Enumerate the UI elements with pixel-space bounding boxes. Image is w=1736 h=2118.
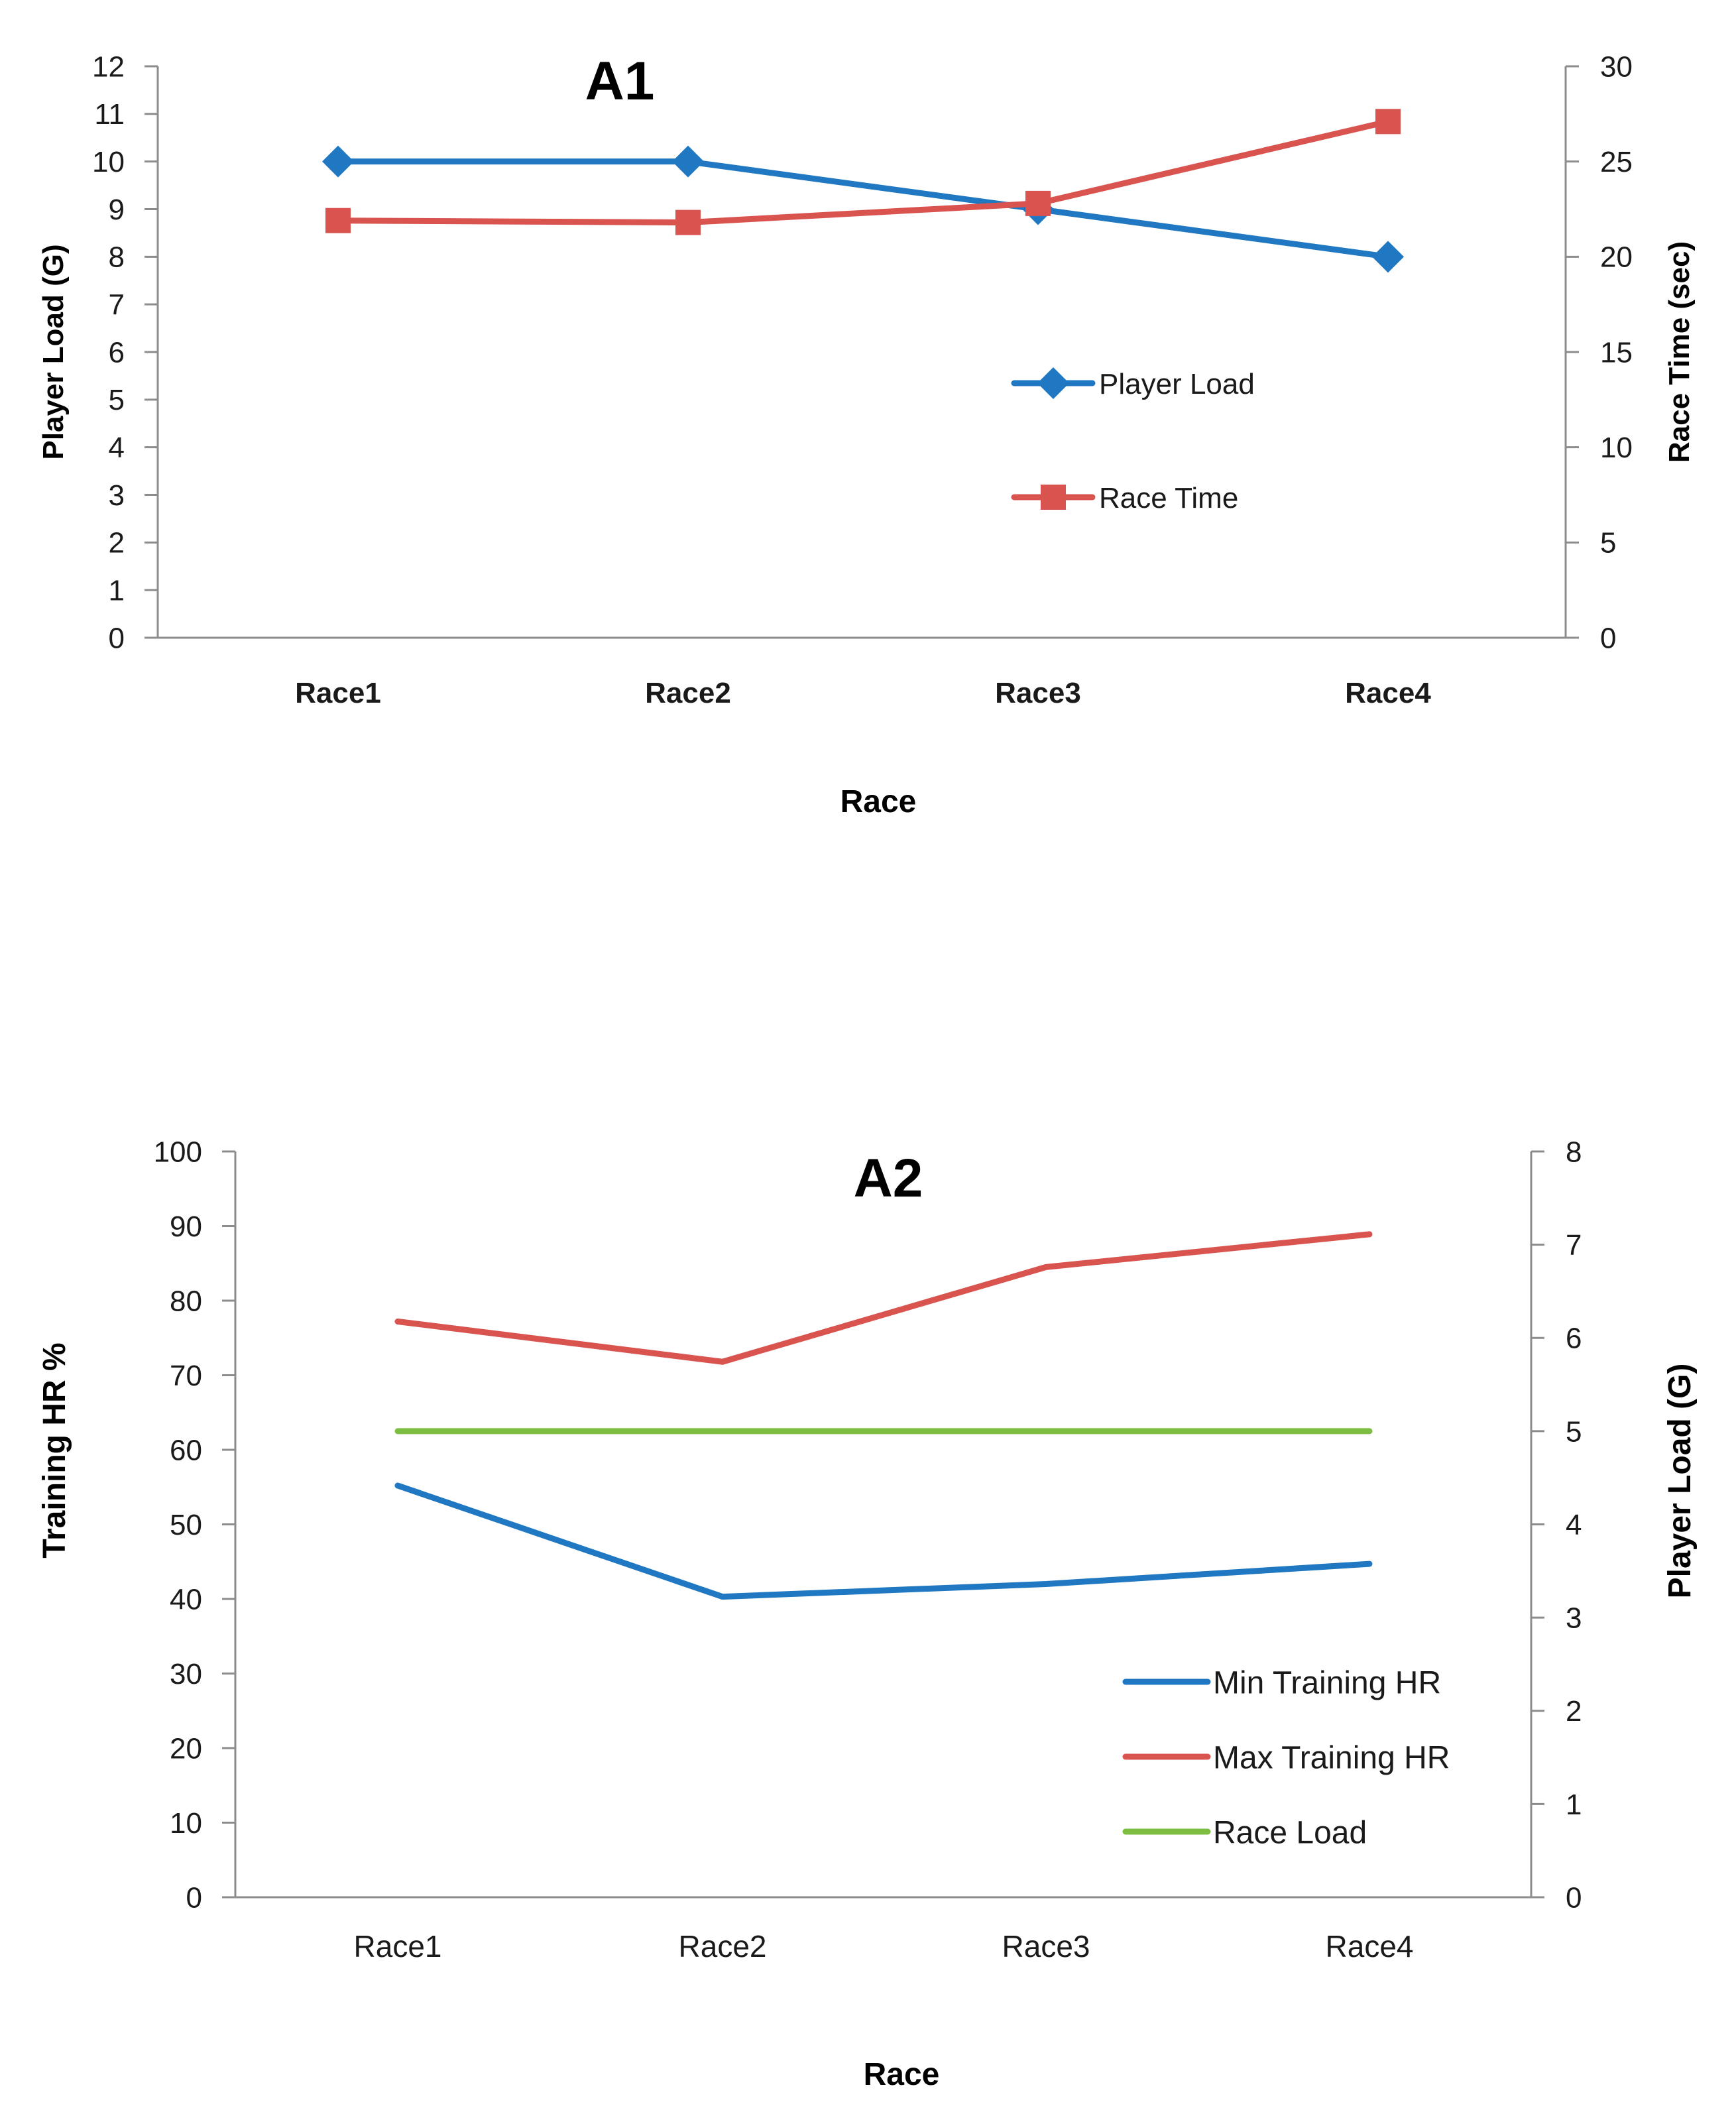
y-tick-label-left: 100	[154, 1136, 202, 1168]
data-point-race-time-race4	[1375, 109, 1401, 135]
x-tick-label-race1: Race1	[354, 1929, 442, 1964]
data-point-player-load-race1	[322, 145, 354, 178]
y-axis-title-right: Race Time (sec)	[1663, 241, 1696, 463]
y-tick-label-left: 20	[170, 1732, 202, 1765]
data-point-player-load-race4	[1372, 241, 1404, 273]
data-point-race-time-race1	[325, 207, 351, 233]
x-axis-title: Race	[864, 2057, 940, 2092]
y-tick-label-left: 4	[109, 432, 125, 464]
data-point-player-load-race2	[672, 145, 704, 178]
y-tick-label-left: 8	[109, 241, 125, 274]
y-tick-label-left: 3	[109, 479, 125, 512]
series-line-min-training-hr	[394, 1482, 1373, 1600]
x-tick-label-race3: Race3	[1002, 1929, 1090, 1964]
x-tick-label-race4: Race4	[1326, 1929, 1414, 1964]
y-tick-label-left: 6	[109, 336, 125, 369]
y-tick-label-right: 5	[1566, 1415, 1582, 1448]
series-line-player-load	[335, 158, 1391, 260]
y-tick-label-right: 10	[1600, 432, 1633, 464]
y-tick-label-left: 10	[170, 1807, 202, 1840]
y-tick-label-left: 0	[109, 622, 125, 654]
data-point-race-time-race2	[675, 209, 701, 235]
y-tick-label-left: 7	[109, 289, 125, 322]
y-tick-label-left: 0	[186, 1881, 202, 1914]
y-tick-label-left: 50	[170, 1509, 202, 1541]
y-tick-label-right: 20	[1600, 241, 1633, 274]
y-tick-label-left: 40	[170, 1583, 202, 1616]
chart-title: A1	[585, 51, 655, 111]
legend-label-player-load: Player Load	[1099, 368, 1255, 400]
y-tick-label-left: 1	[109, 575, 125, 607]
y-tick-label-right: 4	[1566, 1509, 1582, 1541]
y-tick-label-right: 2	[1566, 1695, 1582, 1728]
y-tick-label-right: 15	[1600, 336, 1633, 369]
y-tick-label-right: 3	[1566, 1602, 1582, 1635]
y-tick-label-right: 6	[1566, 1323, 1582, 1355]
x-tick-label-race1: Race1	[295, 677, 381, 709]
chart-a2: 0 10 20 30 40 50 60 70 80 90 100 0 1 2 3 4 5 6 7 8 Race1 Race…	[37, 1136, 1698, 2092]
y-tick-label-left: 60	[170, 1434, 202, 1466]
y-tick-label-right: 25	[1600, 146, 1633, 178]
x-tick-label-race4: Race4	[1345, 677, 1431, 709]
x-tick-label-race2: Race2	[645, 677, 731, 709]
y-tick-label-left: 70	[170, 1360, 202, 1392]
y-tick-label-left: 11	[94, 98, 125, 131]
y-tick-label-left: 90	[170, 1210, 202, 1243]
y-axis-title-right: Player Load (G)	[1662, 1364, 1698, 1599]
y-tick-label-left: 80	[170, 1285, 202, 1317]
y-tick-label-left: 9	[109, 194, 125, 226]
y-tick-label-right: 0	[1566, 1881, 1582, 1914]
x-tick-label-race3: Race3	[995, 677, 1081, 709]
legend-marker-player-load	[1037, 367, 1069, 399]
data-point-race-time-race3	[1025, 190, 1051, 216]
y-tick-label-left: 30	[170, 1658, 202, 1690]
y-tick-label-right: 30	[1600, 50, 1633, 83]
x-tick-label-race2: Race2	[679, 1929, 767, 1964]
y-tick-label-right: 5	[1600, 527, 1616, 559]
y-tick-label-left: 2	[109, 527, 125, 559]
y-axis-title-left: Training HR %	[37, 1342, 72, 1558]
y-tick-label-right: 1	[1566, 1789, 1582, 1821]
y-axis-title-left: Player Load (G)	[37, 244, 70, 459]
legend-label-race-load: Race Load	[1213, 1815, 1367, 1850]
series-line-race-time	[335, 118, 1391, 226]
x-axis-title: Race	[840, 784, 917, 819]
y-tick-label-left: 10	[92, 146, 125, 178]
legend-marker-race-time	[1041, 485, 1066, 510]
y-tick-label-right: 0	[1600, 622, 1616, 654]
y-tick-label-left: 12	[92, 50, 125, 83]
y-tick-label-left: 5	[109, 384, 125, 416]
series-line-max-training-hr	[394, 1231, 1373, 1365]
legend-label-max-training-hr: Max Training HR	[1213, 1740, 1450, 1775]
y-tick-label-right: 7	[1566, 1229, 1582, 1262]
y-tick-label-right: 8	[1566, 1136, 1582, 1168]
legend-label-race-time: Race Time	[1099, 482, 1238, 514]
chart-title: A2	[854, 1148, 923, 1208]
legend-label-min-training-hr: Min Training HR	[1213, 1665, 1441, 1700]
